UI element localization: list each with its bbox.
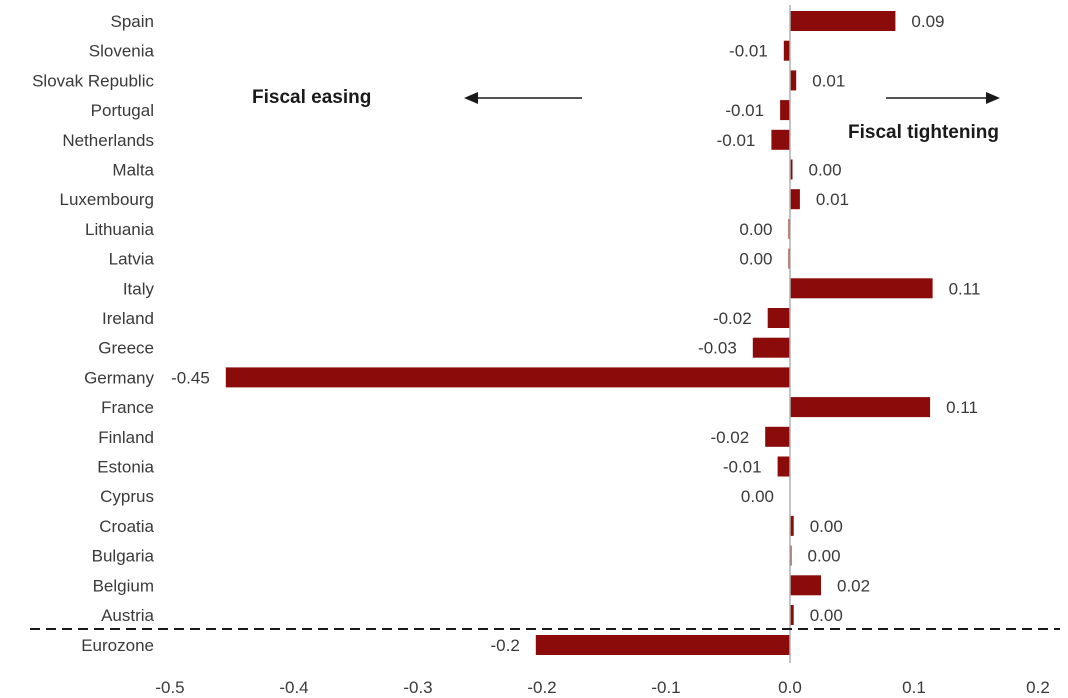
category-label-slovak-republic: Slovak Republic (32, 71, 154, 90)
x-tick-0-0: 0.0 (778, 678, 802, 697)
bars-group (225, 11, 933, 655)
left-arrow-icon (464, 92, 582, 104)
value-label-latvia: 0.00 (739, 250, 772, 269)
fiscal-easing-label: Fiscal easing (252, 87, 371, 108)
category-label-finland: Finland (98, 428, 154, 447)
value-label-spain: 0.09 (911, 12, 944, 31)
value-label-eurozone: -0.2 (491, 636, 520, 655)
value-label-malta: 0.00 (809, 161, 842, 180)
category-label-luxembourg: Luxembourg (59, 190, 154, 209)
x-tick-0-2: 0.2 (1026, 678, 1050, 697)
bar-malta (790, 159, 793, 180)
value-label-bulgaria: 0.00 (808, 547, 841, 566)
bar-belgium (790, 575, 821, 596)
value-label-ireland: -0.02 (713, 309, 752, 328)
bar-germany (225, 367, 791, 388)
category-labels: Spain Slovenia Slovak Republic Portugal Neth… (32, 12, 154, 655)
bar-luxembourg (790, 189, 800, 210)
value-label-portugal: -0.01 (725, 101, 764, 120)
x-tick-minus-0-2: -0.2 (527, 678, 556, 697)
bar-slovenia (783, 40, 790, 61)
value-label-germany: -0.45 (171, 368, 210, 387)
category-label-greece: Greece (98, 339, 154, 358)
bar-greece (752, 337, 790, 358)
category-label-portugal: Portugal (91, 101, 154, 120)
bar-portugal (780, 100, 790, 121)
category-label-netherlands: Netherlands (62, 131, 154, 150)
value-label-luxembourg: 0.01 (816, 190, 849, 209)
category-label-ireland: Ireland (102, 309, 154, 328)
category-label-estonia: Estonia (97, 458, 154, 477)
value-label-cyprus: 0.00 (741, 487, 774, 506)
category-label-spain: Spain (111, 12, 154, 31)
bar-italy (790, 278, 933, 299)
value-label-austria: 0.00 (810, 606, 843, 625)
category-label-latvia: Latvia (109, 250, 155, 269)
bar-eurozone (535, 635, 790, 655)
value-label-croatia: 0.00 (810, 517, 843, 536)
value-label-france: 0.11 (946, 398, 978, 417)
x-tick-minus-0-1: -0.1 (651, 678, 680, 697)
bar-netherlands (771, 129, 790, 150)
bar-ireland (767, 308, 790, 328)
value-label-netherlands: -0.01 (717, 131, 756, 150)
right-arrow-icon (886, 92, 1000, 104)
x-tick-minus-0-5: -0.5 (155, 678, 184, 697)
category-label-slovenia: Slovenia (89, 42, 155, 61)
bar-estonia (777, 456, 790, 477)
category-label-germany: Germany (84, 368, 154, 387)
x-tick-minus-0-4: -0.4 (279, 678, 308, 697)
bar-austria (790, 605, 794, 625)
category-label-france: France (101, 398, 154, 417)
value-label-estonia: -0.01 (723, 458, 762, 477)
bar-finland (765, 426, 790, 447)
category-label-belgium: Belgium (93, 576, 154, 595)
bar-slovak-republic (790, 70, 797, 91)
value-label-greece: -0.03 (698, 339, 737, 358)
value-label-finland: -0.02 (710, 428, 749, 447)
value-label-slovak-republic: 0.01 (812, 71, 845, 90)
value-label-italy: 0.11 (949, 279, 981, 298)
bar-france (790, 397, 931, 418)
category-label-italy: Italy (123, 279, 155, 298)
bar-croatia (790, 515, 794, 536)
category-label-lithuania: Lithuania (85, 220, 155, 239)
category-label-croatia: Croatia (99, 517, 154, 536)
category-label-malta: Malta (112, 161, 154, 180)
category-label-bulgaria: Bulgaria (92, 547, 155, 566)
category-label-cyprus: Cyprus (100, 487, 154, 506)
fiscal-tightening-label: Fiscal tightening (848, 122, 999, 143)
value-label-slovenia: -0.01 (729, 42, 768, 61)
value-label-lithuania: 0.00 (739, 220, 772, 239)
x-tick-0-1: 0.1 (902, 678, 926, 697)
category-label-austria: Austria (101, 606, 154, 625)
x-tick-minus-0-3: -0.3 (403, 678, 432, 697)
value-labels: 0.09 -0.01 0.01 -0.01 -0.01 0.00 0.01 0.00 0.00 0… (171, 12, 980, 655)
x-tick-labels: -0.5 -0.4 -0.3 -0.2 -0.1 0.0 0.1 0.2 (155, 678, 1049, 697)
value-label-belgium: 0.02 (837, 576, 870, 595)
category-label-eurozone: Eurozone (81, 636, 154, 655)
bar-spain (790, 11, 896, 31)
